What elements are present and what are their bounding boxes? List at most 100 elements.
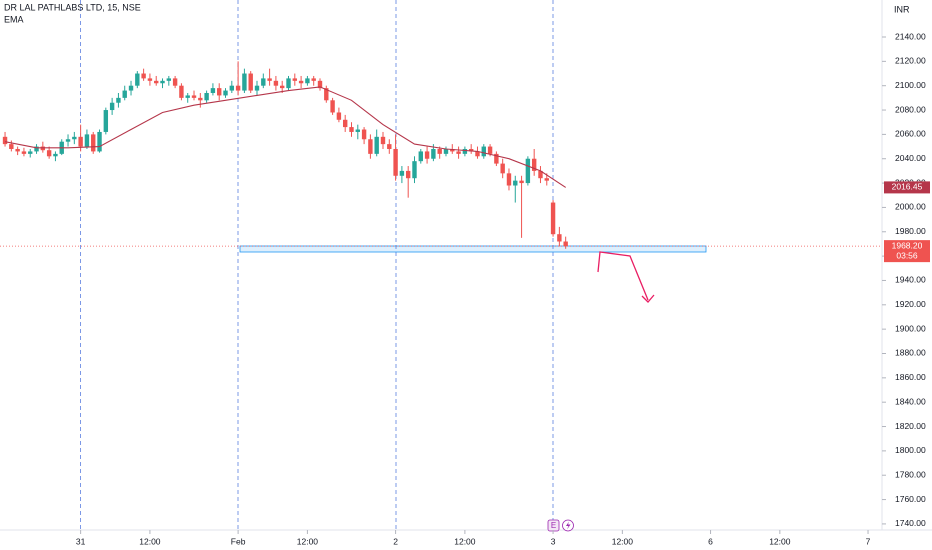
y-tick-label: 1980.00 xyxy=(895,226,926,236)
x-tick-label: 6 xyxy=(708,536,713,546)
candle-body xyxy=(97,131,102,152)
event-badge-label: E xyxy=(551,521,556,530)
last-price-tag xyxy=(884,240,930,263)
candle-body xyxy=(374,136,379,154)
x-tick-label: 2 xyxy=(393,536,398,546)
candle-body xyxy=(531,158,537,171)
candle-body xyxy=(311,78,316,81)
y-tick-label: 1860.00 xyxy=(895,372,926,382)
symbol-title: DR LAL PATHLABS LTD, 15, NSE xyxy=(4,2,141,12)
candle-body xyxy=(172,78,178,86)
candle-body xyxy=(298,80,304,84)
candle-body xyxy=(103,110,109,132)
candle-body xyxy=(223,90,228,96)
candle-body xyxy=(217,88,222,96)
y-tick-label: 1820.00 xyxy=(895,421,926,431)
candle-body xyxy=(273,80,279,86)
candle-body xyxy=(261,78,266,86)
y-tick-label: 2140.00 xyxy=(895,31,926,41)
candle-body xyxy=(506,173,512,186)
session-breaks xyxy=(80,0,554,530)
candle-body xyxy=(336,112,342,120)
candle-body xyxy=(450,148,455,152)
candle-body xyxy=(235,85,241,91)
candle-body xyxy=(349,127,354,132)
candle-body xyxy=(550,202,556,235)
candle-body xyxy=(65,139,71,142)
candle-body xyxy=(500,163,505,174)
candle-body xyxy=(292,78,298,81)
candle-body xyxy=(513,180,518,186)
candle-body xyxy=(46,150,52,157)
x-tick-label: 12:00 xyxy=(139,536,161,546)
projection-arrow xyxy=(597,251,649,301)
candle-body xyxy=(2,136,8,145)
ema-price-tag xyxy=(884,181,930,194)
y-tick-label: 2000.00 xyxy=(895,202,926,212)
candle-body xyxy=(78,136,83,147)
candle-body xyxy=(494,153,499,164)
y-tick-label: 1840.00 xyxy=(895,396,926,406)
indicator-name: EMA xyxy=(4,14,24,24)
candle-body xyxy=(229,85,235,91)
candle-body xyxy=(154,80,159,84)
candle-body xyxy=(330,100,335,113)
candle-body xyxy=(21,151,27,154)
candle-body xyxy=(399,170,405,176)
candle-body xyxy=(242,73,247,91)
candle-body xyxy=(147,78,153,81)
candle-body xyxy=(267,78,272,81)
candle-body xyxy=(380,136,386,145)
candle-body xyxy=(109,102,115,111)
candle-body xyxy=(122,90,127,98)
y-tick-label: 1900.00 xyxy=(895,323,926,333)
candle-body xyxy=(28,151,33,154)
candle-body xyxy=(387,144,392,149)
y-tick-label: 1780.00 xyxy=(895,469,926,479)
candle-body xyxy=(210,88,216,93)
candle-body xyxy=(191,95,197,98)
y-tick-label: 1740.00 xyxy=(895,518,926,528)
candle-body xyxy=(305,78,310,84)
flash-icon xyxy=(566,521,571,530)
candle-body xyxy=(355,129,360,132)
ema-line xyxy=(4,86,567,188)
candle-body xyxy=(342,119,348,128)
x-tick-label: 12:00 xyxy=(769,536,791,546)
candle-body xyxy=(393,148,398,176)
y-tick-label: 2040.00 xyxy=(895,153,926,163)
candle-body xyxy=(198,97,203,101)
x-tick-label: 31 xyxy=(76,536,86,546)
candle-body xyxy=(462,148,468,154)
y-tick-label: 1760.00 xyxy=(895,494,926,504)
candle-body xyxy=(361,129,367,140)
x-tick-label: 12:00 xyxy=(454,536,476,546)
candle-body xyxy=(437,148,442,154)
candle-body xyxy=(544,178,549,181)
candle-body xyxy=(424,151,430,159)
candle-body xyxy=(91,134,96,152)
y-tick-label: 2080.00 xyxy=(895,104,926,114)
candle-body xyxy=(84,134,90,147)
candle-body xyxy=(317,80,323,89)
candle-body xyxy=(468,148,474,152)
candle-body xyxy=(185,95,190,98)
candle-body xyxy=(34,146,39,152)
x-tick-label: 3 xyxy=(551,536,556,546)
currency: INR xyxy=(894,4,910,14)
candle-body xyxy=(141,73,146,79)
candle-body xyxy=(563,241,568,247)
candle-body xyxy=(557,234,562,242)
candle-body xyxy=(116,97,121,103)
candle-body xyxy=(443,148,449,154)
candle-body xyxy=(53,153,58,157)
candle-body xyxy=(405,170,411,179)
candle-body xyxy=(254,85,260,91)
candle-body xyxy=(487,146,493,154)
support-zone xyxy=(239,245,707,253)
candle-body xyxy=(475,151,480,157)
arrow-head xyxy=(641,294,655,303)
candle-body xyxy=(456,151,461,154)
